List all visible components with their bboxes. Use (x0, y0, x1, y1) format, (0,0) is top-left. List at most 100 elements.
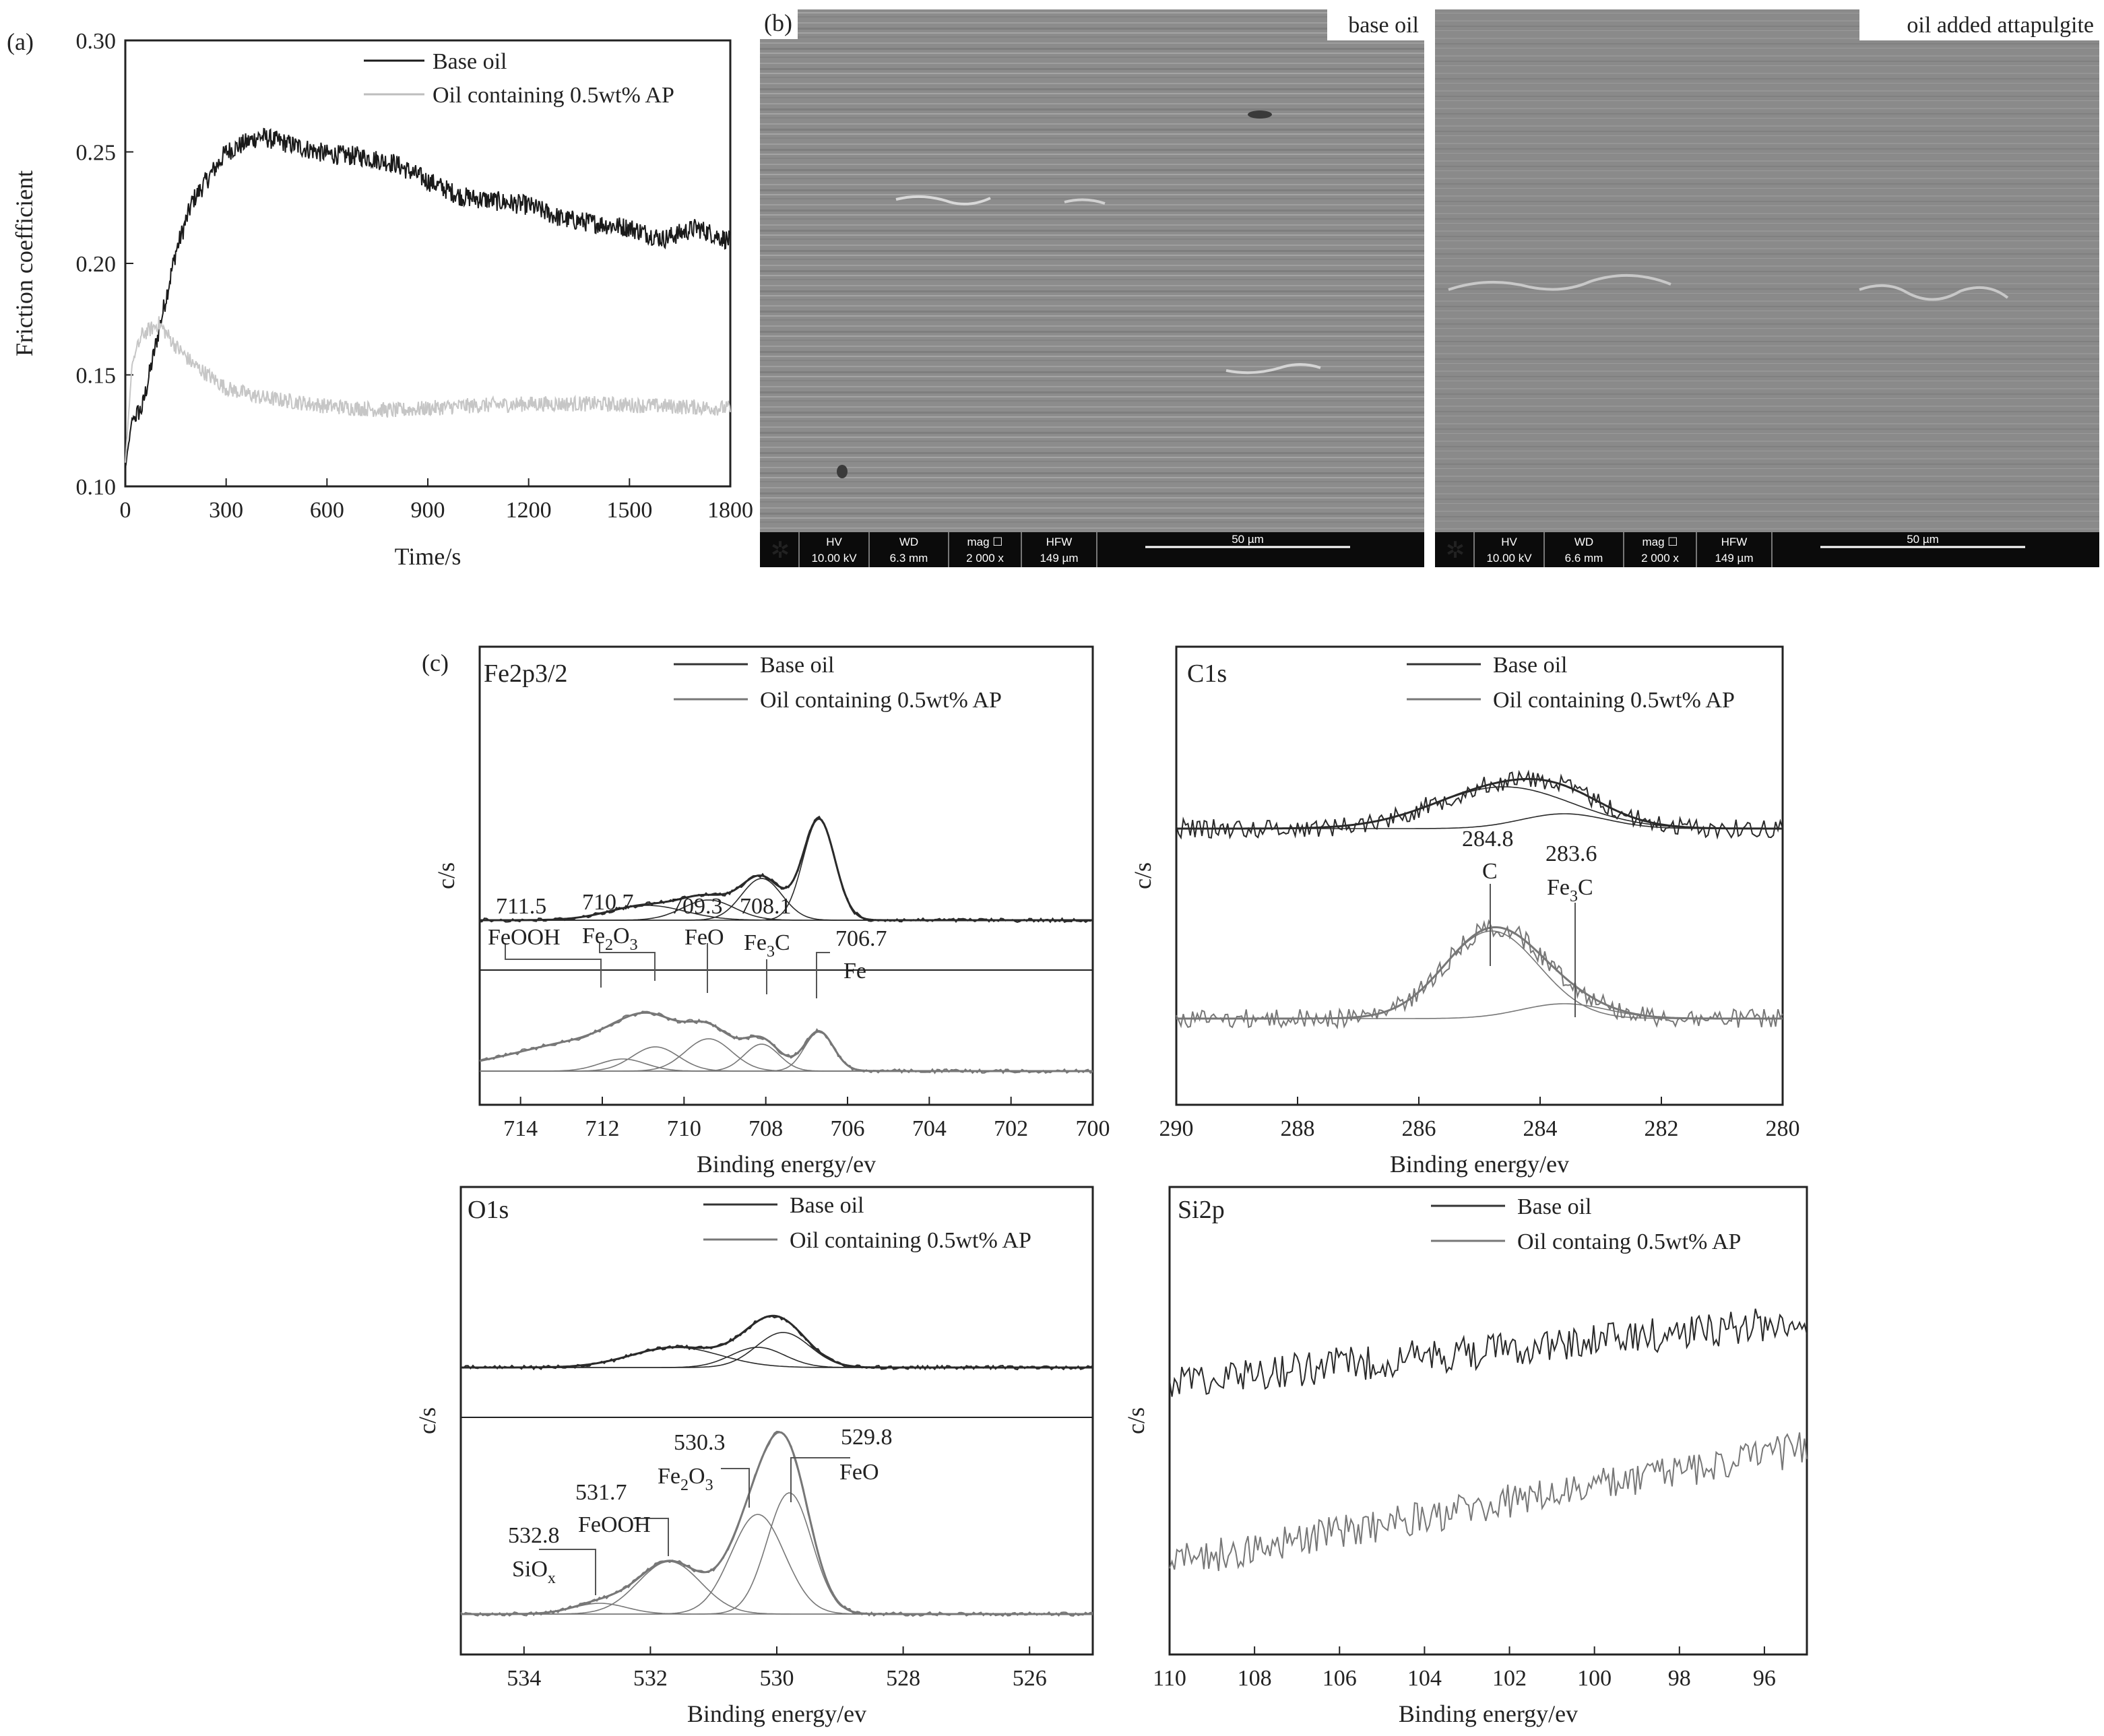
x-tick-label: 1500 (606, 498, 652, 523)
sem-debris-1 (895, 195, 991, 205)
xps-fit-component (461, 1492, 1093, 1615)
x-axis-label: Binding energy/ev (697, 1151, 876, 1178)
x-tick-label: 286 (1402, 1116, 1436, 1141)
xps-fit-envelope (1176, 926, 1783, 1020)
xps-fit-envelope (461, 1314, 1093, 1369)
sem-mag-label: mag ☐ (1642, 536, 1678, 548)
legend-label-base: Base oil (790, 1193, 864, 1218)
plot-frame (1168, 1186, 1808, 1656)
xps-fit-component (480, 818, 1093, 921)
legend-label-base: Base oil (1493, 653, 1567, 678)
xps-fit-component (1176, 813, 1783, 829)
sem-hv-value: 10.00 kV (811, 552, 857, 565)
legend-label-ap: Oil containing 0.5wt% AP (760, 688, 1002, 713)
o1s-peak-species: FeO (839, 1460, 879, 1485)
x-tick-label: 532 (633, 1666, 668, 1691)
y-axis-label: c/s (414, 1407, 441, 1434)
c1s-peak-energy: 283.6 (1545, 841, 1597, 866)
o1s-peak-species: SiOx (512, 1557, 556, 1587)
o1s-peak-energy: 530.3 (674, 1430, 726, 1455)
xps-fit-component (461, 1603, 1093, 1615)
xps-raw-trace (479, 1010, 1093, 1074)
x-tick-label: 96 (1753, 1666, 1776, 1691)
c1s-peak-species: C (1482, 859, 1498, 884)
xps-fit-component (480, 1043, 1093, 1072)
y-tick-label: 0.15 (76, 364, 117, 389)
x-tick-label: 708 (748, 1116, 783, 1141)
sem-mag-value: 2 000 x (1641, 552, 1679, 565)
x-tick-label: 284 (1523, 1116, 1558, 1141)
o1s-peak-species: FeOOH (578, 1512, 651, 1537)
xps-raw-trace (460, 1315, 1093, 1371)
xps-plot-fe2p32: 714 712 710 708 706 704 702 700 Binding energy/e… (433, 645, 1110, 1178)
x-tick-label: 1800 (707, 498, 753, 523)
y-tick-label: 0.30 (76, 29, 117, 54)
sem-caption-base-oil: base oil (1348, 13, 1419, 38)
legend-label-base-oil: Base oil (433, 49, 507, 74)
legend-label-base: Base oil (760, 653, 834, 678)
sem-hv-label: HV (826, 536, 842, 548)
sem-hfw-value: 149 µm (1040, 552, 1078, 565)
x-tick-label: 98 (1668, 1666, 1691, 1691)
xps-fit-component (461, 1332, 1093, 1368)
x-tick-label: 530 (760, 1666, 794, 1691)
sem-wd-value: 6.3 mm (890, 552, 928, 565)
sem-mag-label: mag ☐ (967, 536, 1002, 548)
x-tick-label: 106 (1322, 1666, 1357, 1691)
x-tick-label: 534 (507, 1666, 541, 1691)
panel-c-label: (c) (422, 649, 449, 676)
panel-a-label: (a) (7, 28, 34, 55)
sem-image-attapulgite: ✲ HV 10.00 kV WD 6.6 mm mag ☐ 2 000 x HF… (1435, 9, 2099, 567)
x-tick-label: 290 (1159, 1116, 1194, 1141)
sem-hfw-value: 149 µm (1715, 552, 1753, 565)
x-tick-label: 0 (120, 498, 131, 523)
o1s-peak-energy: 529.8 (841, 1425, 893, 1450)
sem-image-base-oil: ✲ HV 10.00 kV WD 6.3 mm mag ☐ 2 000 x HF… (760, 9, 1424, 567)
xps-fit-component (461, 1347, 1093, 1368)
fe2p-peak-species: Fe3C (744, 930, 790, 961)
legend-label-ap: Oil containing 0.5wt% AP (790, 1228, 1031, 1253)
sem-caption-attapulgite: oil added attapulgite (1907, 13, 2094, 38)
sem-pit-1 (1248, 110, 1272, 119)
sem-wd-label: WD (1574, 536, 1593, 548)
x-tick-label: 706 (831, 1116, 865, 1141)
plot-title: Si2p (1178, 1196, 1225, 1224)
y-axis-label: c/s (1122, 1407, 1149, 1434)
legend-label-ap-oil: Oil containing 0.5wt% AP (433, 83, 674, 108)
panel-a-ylabel: Friction coefficient (11, 170, 38, 356)
xps-fit-component (480, 1031, 1093, 1072)
fe2p-peak-energy: 710.7 (582, 890, 634, 915)
x-tick-label: 700 (1076, 1116, 1110, 1141)
sem-wd-value: 6.6 mm (1565, 552, 1603, 565)
plot-title: O1s (468, 1196, 509, 1224)
x-tick-label: 110 (1153, 1666, 1186, 1691)
sem-caption-bg (1327, 9, 1424, 40)
x-axis-label: Binding energy/ev (1390, 1151, 1569, 1178)
x-tick-label: 300 (209, 498, 243, 523)
sem-mag-value: 2 000 x (966, 552, 1004, 565)
xps-fit-component (1176, 1003, 1783, 1019)
series-line (125, 127, 731, 468)
sem-info-bar-ap (1435, 532, 2099, 567)
sem-snowflake-icon: ✲ (1446, 538, 1465, 563)
fe2p-peak-species: FeOOH (488, 925, 561, 950)
fe2p-peak-energy: 708.1 (740, 894, 792, 919)
x-tick-label: 528 (886, 1666, 920, 1691)
fe2p-peak-energy: 709.3 (671, 894, 723, 919)
xps-fit-component (1176, 930, 1783, 1019)
y-tick-label: 0.10 (76, 475, 117, 500)
sem-debris-3 (1225, 363, 1321, 375)
y-tick-label: 0.25 (76, 141, 117, 166)
sem-crack-1 (1448, 274, 1671, 291)
sem-hv-label: HV (1501, 536, 1517, 548)
plot-frame (478, 645, 1094, 1106)
o1s-annotations: 532.8 SiOx 531.7 FeOOH 530.3 Fe2O3 529.8… (508, 1425, 893, 1595)
panel-a-xlabel: Time/s (395, 543, 461, 570)
o1s-peak-energy: 531.7 (575, 1480, 627, 1505)
xps-plot-c1s: 290 288 286 284 282 280 Binding energy/ev c/s C1… (1129, 645, 1800, 1178)
o1s-peak-energy: 532.8 (508, 1523, 560, 1548)
x-tick-label: 712 (585, 1116, 620, 1141)
x-tick-label: 900 (411, 498, 445, 523)
y-tick-label: 0.20 (76, 252, 117, 277)
